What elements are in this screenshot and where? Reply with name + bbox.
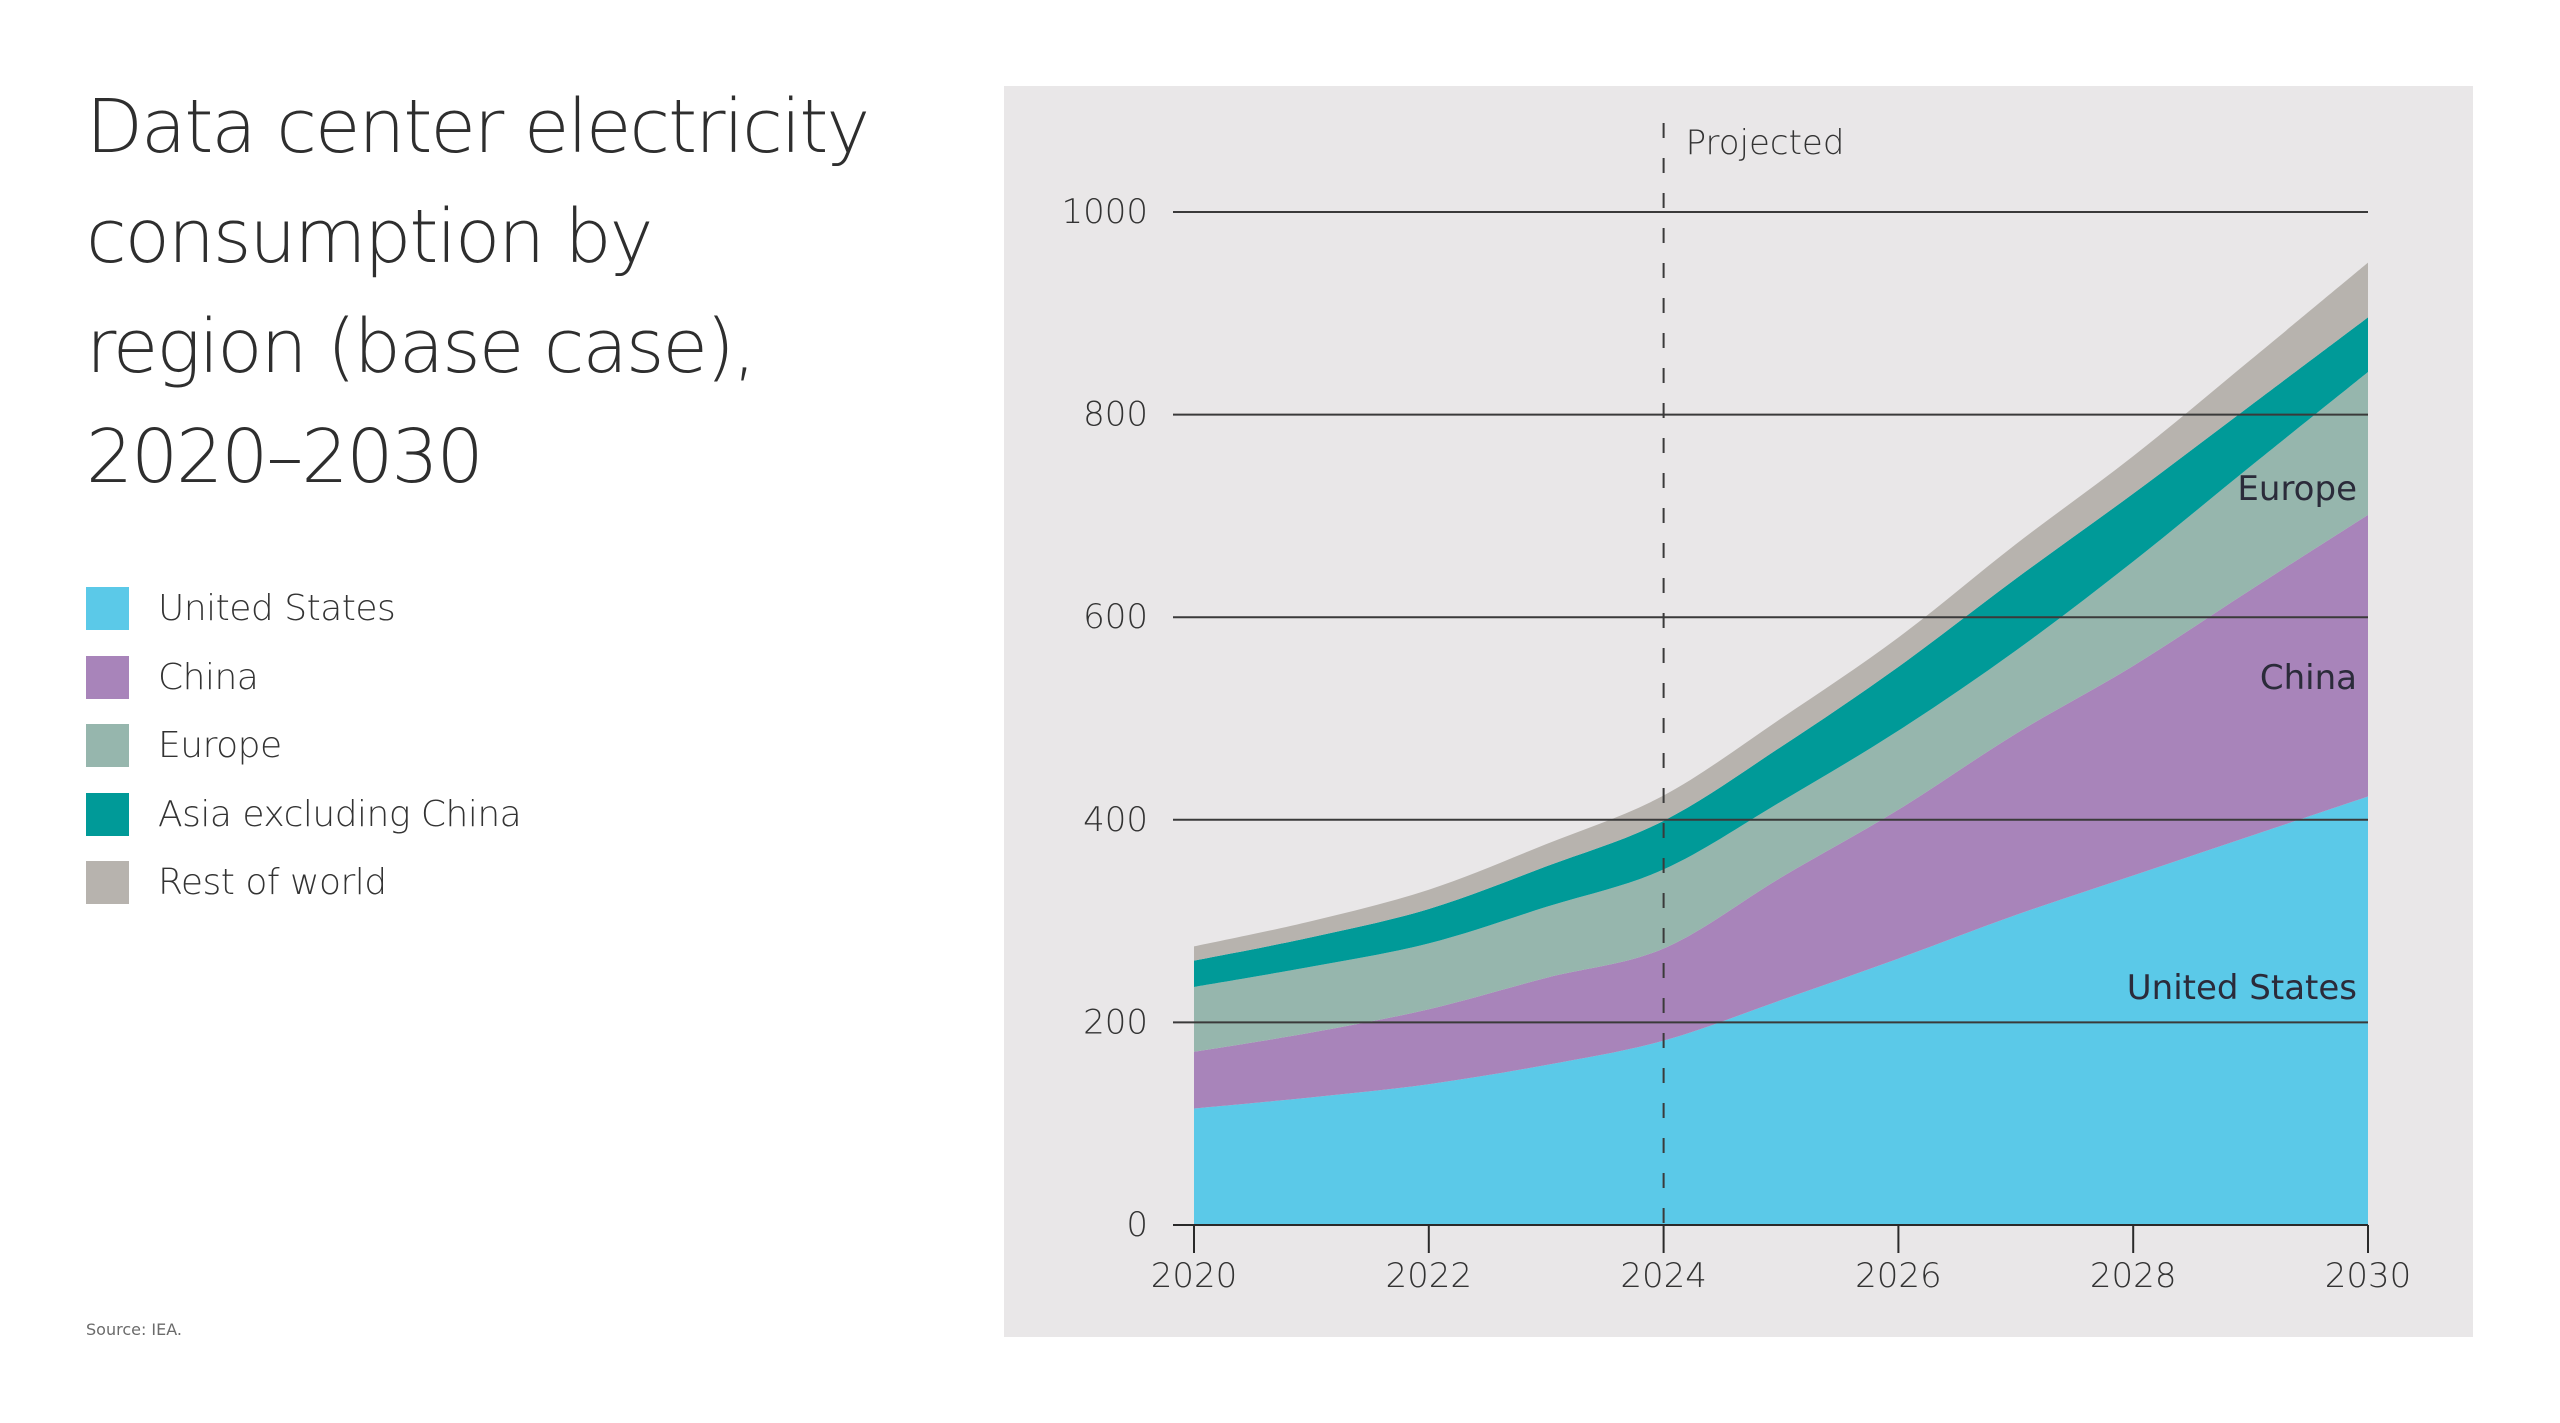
series-label-europe: Europe xyxy=(2237,469,2357,509)
x-tick-label: 2026 xyxy=(1855,1256,1942,1296)
y-tick-label: 800 xyxy=(1083,395,1148,435)
area-europe xyxy=(1194,372,2368,1052)
label-layer: 0 200 400 600 800 1000 2020 2022 2024 2026 2028 203… xyxy=(1061,123,2411,1296)
x-tick-label: 2020 xyxy=(1151,1256,1238,1296)
y-tick-label: 400 xyxy=(1083,800,1148,840)
y-tick-label: 600 xyxy=(1083,597,1148,637)
legend-label: China xyxy=(158,656,259,698)
x-tick-label: 2030 xyxy=(2325,1256,2412,1296)
legend-label: Rest of world xyxy=(158,862,387,903)
y-tick-label: 0 xyxy=(1126,1205,1148,1245)
legend-label: United States xyxy=(158,588,396,629)
legend-swatch xyxy=(86,724,129,767)
source-note: Source: IEA. xyxy=(86,1320,183,1339)
y-tick-label: 1000 xyxy=(1061,192,1148,232)
y-tick-label: 200 xyxy=(1083,1002,1148,1042)
legend-swatch xyxy=(86,792,129,836)
axis-layer xyxy=(1173,123,2369,1253)
series-label-china: China xyxy=(2260,658,2357,698)
legend-label: Asia excluding China xyxy=(158,793,522,835)
x-tick-label: 2028 xyxy=(2090,1256,2177,1296)
area-china xyxy=(1194,514,2368,1109)
legend-swatch xyxy=(86,587,129,630)
legend-swatch xyxy=(86,861,129,904)
legend-label: Europe xyxy=(158,725,282,766)
legend-item-china: China xyxy=(86,655,521,699)
chart-title: Data center electricity consumption by r… xyxy=(86,84,870,500)
area-layer xyxy=(1194,262,2368,1225)
legend-item-europe: Europe xyxy=(86,724,521,767)
gridline-layer xyxy=(1173,211,2368,1024)
x-tick-label: 2024 xyxy=(1620,1256,1707,1296)
legend-item-rest-of-world: Rest of world xyxy=(86,861,521,904)
legend-item-united-states: United States xyxy=(86,587,521,630)
legend-item-asia-excluding-china: Asia excluding China xyxy=(86,792,522,836)
legend: United States China Europe Asia excludin… xyxy=(86,587,522,930)
series-label-united-states: United States xyxy=(2127,968,2357,1008)
x-tick-label: 2022 xyxy=(1386,1256,1473,1296)
projected-label: Projected xyxy=(1686,123,1845,163)
area-united-states xyxy=(1194,796,2368,1225)
legend-swatch xyxy=(86,655,129,699)
